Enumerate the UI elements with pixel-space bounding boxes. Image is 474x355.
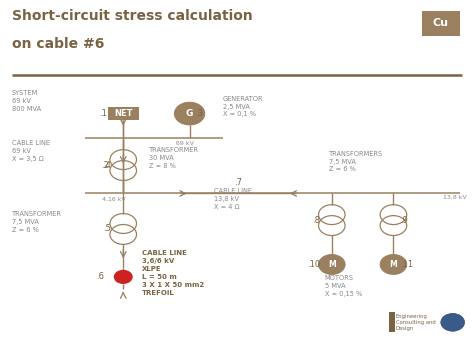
Text: M: M <box>328 260 336 269</box>
Circle shape <box>319 255 345 274</box>
Text: TRANSFORMER
30 MVA
Z = 8 %: TRANSFORMER 30 MVA Z = 8 % <box>149 147 199 169</box>
Text: 4,16 kV: 4,16 kV <box>102 196 126 201</box>
Circle shape <box>380 255 407 274</box>
Text: Short-circuit stress calculation: Short-circuit stress calculation <box>12 9 253 23</box>
Bar <box>422 11 460 36</box>
Text: TRANSFORMER
7,5 MVA
Z = 6 %: TRANSFORMER 7,5 MVA Z = 6 % <box>12 211 62 233</box>
Text: GENERATOR
2,5 MVA
X = 0,1 %: GENERATOR 2,5 MVA X = 0,1 % <box>223 96 264 117</box>
Text: NET: NET <box>114 109 133 118</box>
Text: SYSTEM
69 kV
800 MVA: SYSTEM 69 kV 800 MVA <box>12 91 41 112</box>
Text: .1: .1 <box>99 109 107 118</box>
Text: CABLE LINE
13,8 kV
X = 4 Ω: CABLE LINE 13,8 kV X = 4 Ω <box>214 188 253 209</box>
Text: .8: .8 <box>312 215 320 225</box>
Text: CABLE LINE
69 kV
X = 3,5 Ω: CABLE LINE 69 kV X = 3,5 Ω <box>12 140 50 162</box>
Circle shape <box>174 102 205 125</box>
Circle shape <box>441 313 465 331</box>
Text: on cable #6: on cable #6 <box>12 37 104 51</box>
Text: .7: .7 <box>234 178 242 187</box>
Text: .4: .4 <box>103 160 111 170</box>
Text: TRANSFORMERS
7,5 MVA
Z = 6 %: TRANSFORMERS 7,5 MVA Z = 6 % <box>329 151 383 172</box>
Text: .2: .2 <box>101 162 109 170</box>
Bar <box>389 312 395 332</box>
Text: Engineering
Consulting and
Design: Engineering Consulting and Design <box>396 313 436 331</box>
Text: 13,8 kV: 13,8 kV <box>443 195 467 200</box>
Text: Cu: Cu <box>433 18 449 28</box>
Text: G: G <box>186 109 193 118</box>
Text: MOTORS
5 MVA
X = 0,15 %: MOTORS 5 MVA X = 0,15 % <box>325 275 362 296</box>
Text: CABLE LINE
3,6/6 kV
XLPE
L = 50 m
3 X 1 X 50 mm2
TREFOIL: CABLE LINE 3,6/6 kV XLPE L = 50 m 3 X 1 … <box>142 250 204 296</box>
Text: .9: .9 <box>401 215 409 225</box>
Text: .3: .3 <box>195 109 203 118</box>
Bar <box>108 107 138 120</box>
Text: .10: .10 <box>307 260 320 269</box>
Text: .11: .11 <box>401 260 414 269</box>
Text: .6: .6 <box>96 272 104 282</box>
Text: .5: .5 <box>103 224 111 234</box>
Text: M: M <box>390 260 397 269</box>
Text: 69 kV: 69 kV <box>176 141 194 146</box>
Circle shape <box>114 270 133 284</box>
